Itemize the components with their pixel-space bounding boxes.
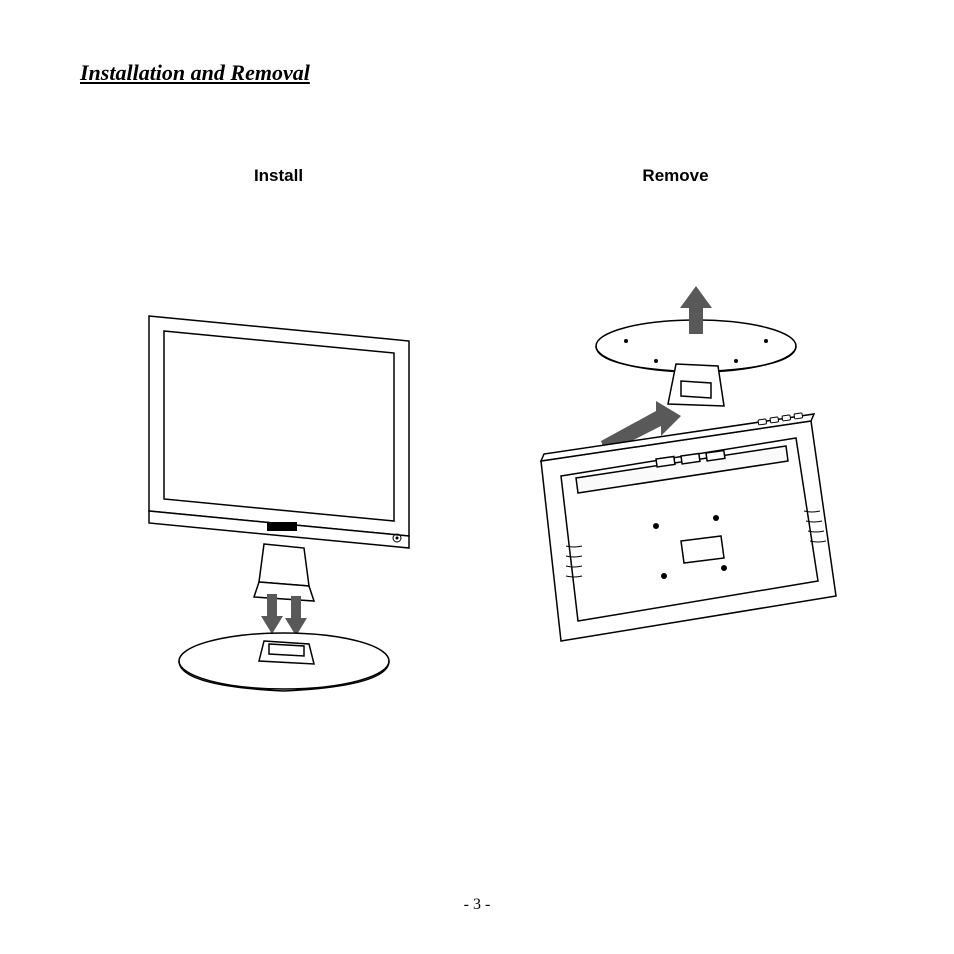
remove-column: Remove: [477, 166, 874, 706]
install-figure: [109, 286, 449, 706]
remove-heading: Remove: [642, 166, 708, 186]
install-heading: Install: [254, 166, 303, 186]
install-column: Install: [80, 166, 477, 706]
section-title: Installation and Removal: [80, 60, 874, 86]
manual-page: Installation and Removal Install: [0, 0, 954, 954]
page-number: - 3 -: [0, 896, 954, 914]
remove-figure: [506, 286, 846, 706]
figure-columns: Install: [80, 166, 874, 706]
